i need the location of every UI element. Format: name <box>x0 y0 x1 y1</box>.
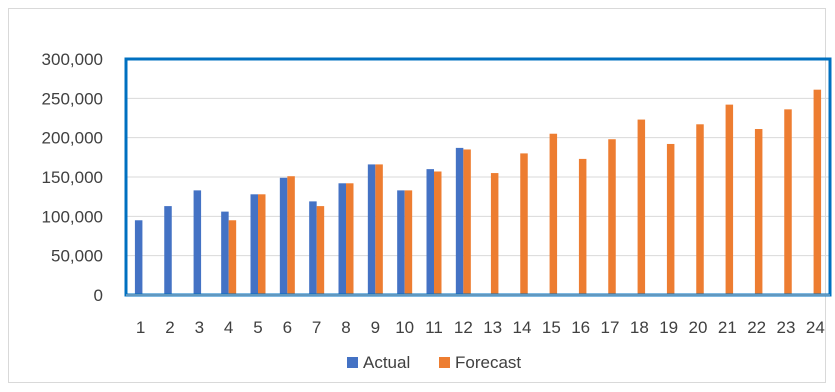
x-tick-label: 2 <box>165 318 174 337</box>
bar-forecast <box>666 143 675 295</box>
x-tick-label: 1 <box>136 318 145 337</box>
bar-forecast <box>346 183 354 295</box>
bar-forecast <box>316 206 325 295</box>
bar-actual <box>193 190 202 295</box>
bar-actual <box>338 183 346 295</box>
x-tick-label: 21 <box>718 318 737 337</box>
legend-item: Forecast <box>439 353 521 372</box>
bar-forecast <box>375 164 383 295</box>
bar-forecast <box>258 194 266 295</box>
bar-forecast <box>608 139 616 295</box>
x-tick-label: 23 <box>777 318 796 337</box>
chart-frame <box>8 8 826 383</box>
x-tick-label: 5 <box>253 318 262 337</box>
x-tick-label: 20 <box>689 318 708 337</box>
bar-actual <box>397 190 405 295</box>
legend-swatch <box>347 357 358 368</box>
bar-actual <box>164 206 172 295</box>
bar-forecast <box>434 171 442 295</box>
bar-forecast <box>463 149 471 295</box>
legend-label: Forecast <box>455 353 521 372</box>
bar-forecast <box>490 173 499 295</box>
bar-actual <box>455 147 464 295</box>
bar-forecast <box>754 129 763 295</box>
x-tick-label: 19 <box>659 318 678 337</box>
bar-actual <box>279 177 288 295</box>
legend: Actual Forecast <box>347 353 521 372</box>
bar-actual <box>426 169 434 295</box>
x-tick-label: 18 <box>630 318 649 337</box>
bar-forecast <box>813 89 822 296</box>
x-tick-label: 17 <box>601 318 620 337</box>
bar-forecast <box>549 133 558 295</box>
x-tick-label: 13 <box>483 318 502 337</box>
x-tick-label: 4 <box>224 318 233 337</box>
bar-forecast <box>637 119 646 295</box>
legend-swatch <box>439 357 450 368</box>
bar-actual <box>367 164 376 295</box>
y-tick-label: 100,000 <box>42 207 103 226</box>
x-tick-label: 24 <box>806 318 825 337</box>
x-tick-label: 9 <box>371 318 380 337</box>
y-tick-label: 50,000 <box>51 247 103 266</box>
bar-actual <box>221 211 229 295</box>
bar-forecast <box>696 124 704 295</box>
y-tick-label: 250,000 <box>42 89 103 108</box>
legend-item: Actual <box>347 353 410 372</box>
bar-actual <box>134 220 143 295</box>
x-tick-label: 14 <box>513 318 532 337</box>
y-tick-label: 150,000 <box>42 168 103 187</box>
x-tick-label: 6 <box>283 318 292 337</box>
x-tick-label: 11 <box>425 318 443 337</box>
x-tick-label: 16 <box>571 318 590 337</box>
bar-actual <box>250 194 258 295</box>
bars <box>134 89 822 296</box>
bar-forecast <box>725 104 734 295</box>
y-tick-label: 300,000 <box>42 50 103 69</box>
bar-forecast <box>578 158 587 295</box>
bar-forecast <box>520 153 528 295</box>
bar-actual <box>309 201 317 295</box>
x-tick-label: 12 <box>454 318 473 337</box>
x-tick-label: 7 <box>312 318 321 337</box>
x-tick-label: 10 <box>395 318 414 337</box>
bar-forecast <box>287 176 295 295</box>
x-tick-label: 8 <box>341 318 350 337</box>
x-axis-ticks: 1 2 3 4 5 6 7 8 9 10 11 12 13 14 15 16 17 18 19 20 21 22 23 24 <box>136 318 825 337</box>
x-tick-label: 3 <box>195 318 204 337</box>
x-tick-label: 22 <box>747 318 766 337</box>
y-axis-ticks: 0 50,000 100,000 150,000 200,000 250,000 300,0… <box>42 50 103 305</box>
bar-forecast <box>228 220 237 295</box>
x-tick-label: 15 <box>542 318 561 337</box>
bar-forecast <box>784 109 792 295</box>
legend-label: Actual <box>363 353 410 372</box>
bar-forecast <box>404 190 413 295</box>
y-tick-label: 0 <box>94 286 103 305</box>
y-tick-label: 200,000 <box>42 129 103 148</box>
